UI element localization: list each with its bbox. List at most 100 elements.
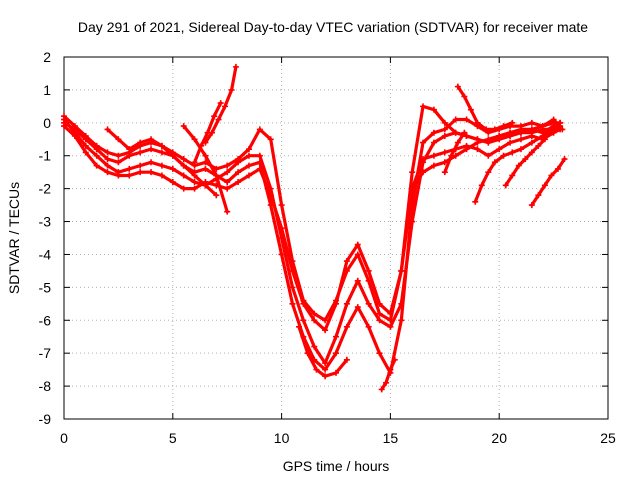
x-tick-label: 25 <box>600 430 616 446</box>
series-trace <box>297 325 349 378</box>
data-point <box>137 139 144 146</box>
data-point <box>224 162 231 169</box>
data-point <box>463 146 470 153</box>
data-point <box>528 139 535 146</box>
data-point <box>137 162 144 169</box>
data-point <box>365 300 372 307</box>
data-point <box>461 129 468 136</box>
data-point <box>441 149 448 156</box>
series-arc-5 <box>104 126 220 199</box>
data-point <box>224 179 231 186</box>
data-point <box>517 129 524 136</box>
data-point <box>245 172 252 179</box>
y-tick-label: 0 <box>43 115 51 131</box>
x-tick-label: 15 <box>383 430 399 446</box>
data-point <box>213 172 220 179</box>
data-point <box>354 304 361 311</box>
data-point <box>256 126 263 133</box>
data-point <box>496 132 503 139</box>
x-axis-label: GPS time / hours <box>283 458 390 474</box>
data-point <box>378 386 385 393</box>
data-point <box>311 317 318 324</box>
data-point <box>343 323 350 330</box>
data-point <box>256 159 263 166</box>
data-point <box>517 136 524 143</box>
data-point <box>485 152 492 159</box>
data-point <box>430 129 437 136</box>
data-point <box>245 146 252 153</box>
data-point <box>474 146 481 153</box>
data-point <box>224 208 231 215</box>
series-arc-16 <box>441 129 468 176</box>
data-point <box>93 162 100 169</box>
y-tick-label: -8 <box>39 378 52 394</box>
data-point <box>535 142 542 149</box>
series-trace <box>380 358 397 391</box>
data-point <box>441 126 448 133</box>
data-point <box>158 142 165 149</box>
data-point <box>180 185 187 192</box>
series-arc-13 <box>502 136 548 189</box>
data-point <box>430 106 437 113</box>
data-point <box>180 172 187 179</box>
data-point <box>452 116 459 123</box>
data-point <box>507 139 514 146</box>
data-point <box>104 126 111 133</box>
data-point <box>93 152 100 159</box>
data-point <box>180 156 187 163</box>
data-point <box>71 123 78 130</box>
data-point <box>528 126 535 133</box>
series-trace <box>443 131 466 174</box>
data-point <box>430 152 437 159</box>
data-point <box>322 317 329 324</box>
data-point <box>376 350 383 357</box>
data-point <box>420 169 427 176</box>
data-point <box>420 156 427 163</box>
plot-frame <box>63 56 609 420</box>
data-point <box>333 369 339 376</box>
data-point <box>191 179 198 186</box>
data-point <box>343 267 350 274</box>
data-point <box>550 126 557 133</box>
data-point <box>191 185 198 192</box>
x-tick-label: 0 <box>60 430 68 446</box>
data-point <box>115 172 122 179</box>
series-arc-8 <box>191 100 224 166</box>
data-point <box>461 93 468 100</box>
data-point <box>541 182 548 189</box>
data-point <box>278 251 285 258</box>
data-point <box>158 172 165 179</box>
data-point <box>202 152 209 159</box>
data-point <box>387 317 394 324</box>
data-point <box>235 169 242 176</box>
data-point <box>169 152 176 159</box>
data-point <box>398 267 405 274</box>
data-point <box>509 119 516 126</box>
y-tick-label: -2 <box>39 181 52 197</box>
y-tick-label: -5 <box>39 279 52 295</box>
data-point <box>500 123 507 130</box>
data-point <box>559 126 566 133</box>
data-point <box>550 116 557 123</box>
y-tick-label: -6 <box>39 312 52 328</box>
data-point <box>365 323 372 330</box>
data-point <box>365 267 372 274</box>
data-point <box>502 182 509 189</box>
data-point <box>180 123 187 130</box>
data-point <box>71 132 78 139</box>
data-point <box>300 297 307 304</box>
data-point <box>354 241 361 248</box>
data-point <box>354 251 361 258</box>
data-point <box>454 139 461 146</box>
x-tick-label: 10 <box>274 430 290 446</box>
data-point <box>387 323 394 330</box>
data-point <box>232 63 239 70</box>
data-point <box>115 152 122 159</box>
series-trace <box>62 124 562 332</box>
data-point <box>256 165 263 172</box>
data-point <box>474 119 481 126</box>
data-point <box>491 159 498 166</box>
data-point <box>398 317 405 324</box>
y-tick-label: -4 <box>39 246 52 262</box>
y-tick-label: -3 <box>39 214 52 230</box>
